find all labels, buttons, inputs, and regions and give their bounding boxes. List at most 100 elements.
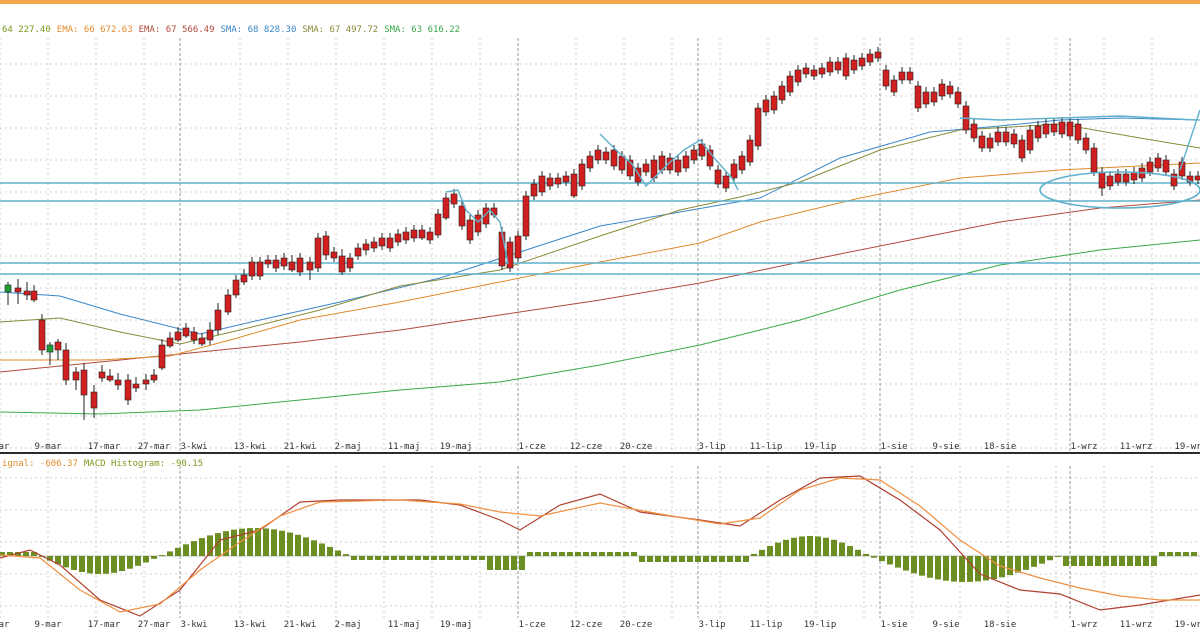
- candle-body: [866, 53, 874, 63]
- macd-histogram-bar: [807, 536, 813, 556]
- macd-histogram-bar: [415, 556, 421, 560]
- macd-histogram-bar: [1111, 556, 1117, 566]
- window-top-bar: [0, 0, 1200, 4]
- candle-body: [1066, 121, 1074, 137]
- macd-histogram-bar: [319, 543, 325, 556]
- candle-body: [394, 233, 402, 243]
- candle-body: [474, 214, 482, 233]
- macd-histogram-bar: [207, 535, 213, 556]
- macd-histogram-bar: [127, 556, 133, 569]
- macd-histogram-bar: [463, 556, 469, 560]
- candle-body: [272, 259, 280, 269]
- macd-histogram-bar: [255, 528, 261, 556]
- macd-histogram-bar: [727, 556, 733, 562]
- macd-histogram-bar: [1151, 556, 1157, 566]
- macd-histogram-bar: [455, 556, 461, 560]
- pattern-line: [599, 133, 739, 191]
- macd-histogram-bar: [7, 552, 13, 556]
- candle-body: [23, 290, 31, 296]
- price-legend: 64 227.40 EMA: 66 672.63 EMA: 67 566.49 SMA…: [2, 25, 466, 35]
- candle-body: [978, 135, 986, 149]
- macd-histogram-bar: [815, 536, 821, 556]
- candle-body: [666, 157, 674, 171]
- x-tick-label: 20-cze: [620, 442, 653, 452]
- macd-histogram-bar: [335, 550, 341, 556]
- x-tick-label: 11-lip: [750, 442, 783, 452]
- pane-separator[interactable]: [0, 452, 1200, 454]
- macd-histogram-bar: [375, 556, 381, 560]
- macd-histogram-bar: [167, 551, 173, 556]
- macd-histogram-bar: [1055, 556, 1061, 557]
- macd-histogram-bar: [655, 556, 661, 562]
- macd-histogram-bar: [367, 556, 373, 560]
- candle-body: [1098, 171, 1106, 189]
- macd-histogram-bar: [431, 556, 437, 560]
- macd-histogram-bar: [511, 556, 517, 570]
- candle-body: [1058, 121, 1066, 135]
- x-tick-label: 11-lip: [750, 620, 783, 630]
- candle-body: [458, 205, 466, 227]
- macd-histogram-bar: [919, 556, 925, 576]
- macd-line: [0, 475, 1200, 617]
- candle-body: [62, 349, 70, 381]
- candle-body: [778, 85, 786, 101]
- x-tick-label: 1-cze: [518, 442, 545, 452]
- candle-body: [362, 243, 370, 251]
- candle-body: [738, 155, 746, 171]
- macd-histogram-bar: [239, 528, 245, 556]
- candle-body: [1106, 175, 1114, 187]
- legend-entry: ignal: -606.37: [2, 459, 78, 469]
- candle-body: [80, 369, 88, 396]
- pattern-line: [445, 189, 509, 265]
- candle-body: [354, 247, 362, 257]
- macd-histogram-bar: [855, 549, 861, 556]
- candle-body: [466, 219, 474, 241]
- candle-body: [1042, 123, 1050, 135]
- macd-histogram-bar: [1167, 552, 1173, 556]
- candle-body: [4, 284, 12, 293]
- macd-histogram-bar: [823, 537, 829, 556]
- candle-body: [306, 261, 314, 271]
- macd-histogram-bar: [903, 556, 909, 571]
- macd-histogram-bar: [215, 533, 221, 556]
- macd-histogram-bar: [311, 540, 317, 556]
- macd-histogram-bar: [1023, 556, 1029, 570]
- macd-histogram-bar: [391, 556, 397, 560]
- sma-mid-line: [0, 117, 1200, 335]
- ema-mid-line: [0, 162, 1200, 361]
- candle-body: [166, 337, 174, 347]
- macd-histogram-bar: [31, 552, 37, 556]
- macd-histogram-bar: [407, 556, 413, 560]
- candle-body: [530, 183, 538, 197]
- macd-histogram-bar: [519, 556, 525, 570]
- macd-histogram-bar: [359, 556, 365, 560]
- candle-body: [240, 274, 248, 283]
- macd-histogram-bar: [559, 552, 565, 556]
- legend-entry: SMA: 67 497.72: [302, 25, 379, 35]
- x-tick-label: 11-maj: [388, 442, 421, 452]
- candle-body: [698, 143, 706, 157]
- candle-body: [314, 237, 322, 269]
- candle-body: [882, 69, 890, 87]
- candle-body: [450, 193, 458, 205]
- candle-body: [142, 379, 150, 385]
- x-tick-label: 13-kwi: [234, 442, 267, 452]
- candle-body: [38, 319, 46, 351]
- candle-body: [842, 57, 850, 77]
- macd-histogram-bar: [975, 556, 981, 582]
- x-tick-label: 3-lip: [698, 620, 725, 630]
- x-tick-label: 17-mar: [88, 620, 121, 630]
- macd-histogram-bar: [47, 556, 53, 561]
- candle-body: [722, 175, 730, 189]
- x-tick-label: 2-maj: [334, 620, 361, 630]
- candle-body: [1010, 133, 1018, 145]
- macd-histogram-bar: [223, 531, 229, 556]
- candle-body: [594, 149, 602, 161]
- macd-histogram-bar: [943, 556, 949, 581]
- macd-histogram-bar: [183, 544, 189, 556]
- candle-body: [1034, 125, 1042, 139]
- legend-entry: EMA: 66 672.63: [56, 25, 133, 35]
- candle-body: [54, 341, 62, 351]
- candle-body: [970, 123, 978, 139]
